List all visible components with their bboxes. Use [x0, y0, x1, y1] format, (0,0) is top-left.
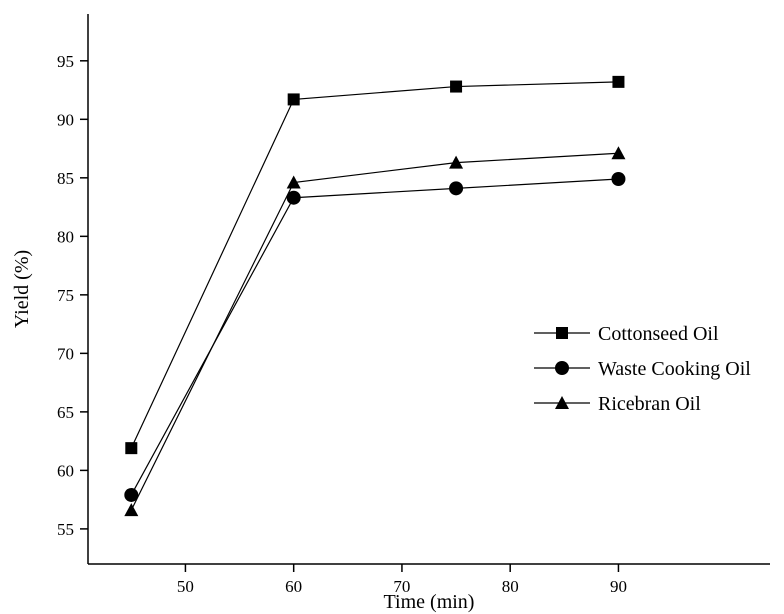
- y-tick-label: 70: [57, 344, 74, 363]
- legend: Cottonseed Oil Waste Cooking Oil Ricebran …: [534, 323, 751, 415]
- legend-item: Waste Cooking Oil: [534, 358, 751, 380]
- y-ticks: 55 60 65 70 75 80 85 90 95: [57, 52, 88, 539]
- legend-marker: [556, 327, 568, 339]
- series-layer: [124, 75, 626, 517]
- y-tick-label: 65: [57, 403, 74, 422]
- x-axis-title: Time (min): [384, 591, 475, 613]
- data-point-marker: [124, 487, 139, 502]
- x-tick-label: 80: [502, 577, 519, 596]
- data-point-marker: [125, 442, 138, 455]
- data-point-marker: [286, 190, 301, 205]
- y-tick-label: 55: [57, 520, 74, 539]
- data-point-marker: [611, 146, 626, 160]
- legend-label: Waste Cooking Oil: [598, 358, 751, 380]
- legend-label: Ricebran Oil: [598, 393, 701, 415]
- data-point-marker: [612, 75, 625, 88]
- data-point-marker: [449, 155, 464, 169]
- y-tick-label: 60: [57, 461, 74, 480]
- series-triangle: [124, 146, 626, 517]
- series-square: [125, 75, 625, 455]
- legend-label: Cottonseed Oil: [598, 323, 719, 345]
- data-point-marker: [287, 93, 300, 106]
- series-line: [130, 81, 619, 449]
- series-line: [130, 178, 619, 496]
- y-tick-label: 75: [57, 286, 74, 305]
- data-point-marker: [124, 503, 139, 517]
- data-point-marker: [449, 181, 464, 196]
- data-point-marker: [611, 172, 626, 186]
- y-tick-label: 85: [57, 169, 74, 188]
- x-tick-label: 90: [610, 577, 627, 596]
- x-ticks: 50 60 70 80 90: [177, 564, 627, 596]
- y-tick-label: 90: [57, 110, 74, 129]
- series-circle: [124, 172, 626, 502]
- legend-item: Ricebran Oil: [534, 393, 701, 415]
- x-tick-label: 70: [393, 577, 410, 596]
- legend-marker: [555, 361, 569, 375]
- y-tick-label: 95: [57, 52, 74, 71]
- legend-item: Cottonseed Oil: [534, 323, 719, 345]
- data-point-marker: [450, 80, 463, 93]
- y-tick-label: 80: [57, 227, 74, 246]
- series-line: [130, 152, 619, 511]
- data-point-marker: [286, 175, 301, 189]
- x-tick-label: 50: [177, 577, 194, 596]
- y-axis-title: Yield (%): [11, 250, 33, 328]
- legend-marker: [555, 396, 569, 409]
- axes: [87, 14, 770, 565]
- x-tick-label: 60: [285, 577, 302, 596]
